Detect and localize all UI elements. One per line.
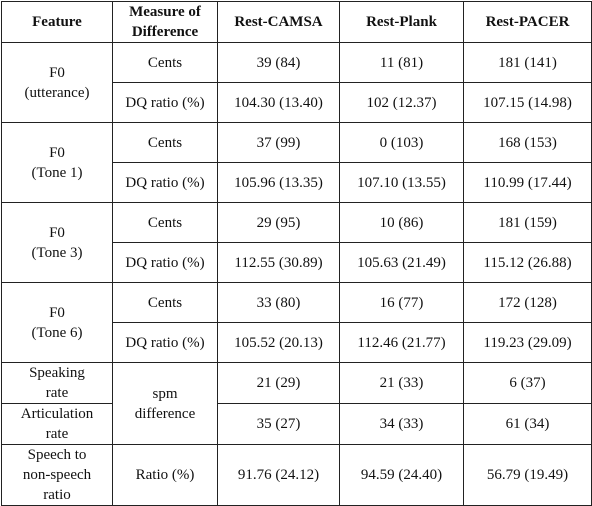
measure-cell: Cents	[112, 202, 218, 243]
measure-cell: DQ ratio (%)	[112, 322, 218, 363]
header-rest-pacer: Rest-PACER	[463, 1, 592, 43]
table-row: Articulation rate 35 (27) 34 (33) 61 (34…	[1, 403, 592, 445]
value-cell: 119.23 (29.09)	[463, 322, 592, 363]
header-row: Feature Measure of Difference Rest-CAMSA…	[1, 1, 592, 43]
value-cell: 112.46 (21.77)	[339, 322, 464, 363]
feature-speech-ratio: Speech to non-speech ratio	[1, 444, 113, 506]
measure-cell: Cents	[112, 42, 218, 83]
value-cell: 56.79 (19.49)	[463, 444, 592, 506]
value-cell: 6 (37)	[463, 362, 592, 404]
value-cell: 91.76 (24.12)	[217, 444, 340, 506]
header-feature: Feature	[1, 1, 113, 43]
value-cell: 94.59 (24.40)	[339, 444, 464, 506]
value-cell: 110.99 (17.44)	[463, 162, 592, 203]
value-cell: 105.52 (20.13)	[217, 322, 340, 363]
value-cell: 33 (80)	[217, 282, 340, 323]
header-rest-plank: Rest-Plank	[339, 1, 464, 43]
feature-f0-tone3: F0 (Tone 3)	[1, 202, 113, 283]
value-cell: 181 (141)	[463, 42, 592, 83]
value-cell: 61 (34)	[463, 403, 592, 445]
feature-articulation-rate: Articulation rate	[1, 403, 113, 445]
measure-cell: Cents	[112, 282, 218, 323]
feature-speaking-rate: Speaking rate	[1, 362, 113, 404]
value-cell: 172 (128)	[463, 282, 592, 323]
table-row: F0 (Tone 1) Cents 37 (99) 0 (103) 168 (1…	[1, 122, 592, 203]
value-cell: 107.10 (13.55)	[339, 162, 464, 203]
value-cell: 39 (84)	[217, 42, 340, 83]
value-cell: 105.63 (21.49)	[339, 242, 464, 283]
measure-cell: Cents	[112, 122, 218, 163]
value-cell: 10 (86)	[339, 202, 464, 243]
value-cell: 21 (29)	[217, 362, 340, 404]
value-cell: 21 (33)	[339, 362, 464, 404]
measure-cell: Ratio (%)	[112, 444, 218, 506]
header-measure: Measure of Difference	[112, 1, 218, 43]
measure-cell: DQ ratio (%)	[112, 162, 218, 203]
table-row: F0 (Tone 6) Cents 33 (80) 16 (77) 172 (1…	[1, 282, 592, 363]
table-row: DQ ratio (%) 105.52 (20.13) 112.46 (21.7…	[2, 322, 592, 363]
value-cell: 107.15 (14.98)	[463, 82, 592, 123]
table-row: DQ ratio (%) 112.55 (30.89) 105.63 (21.4…	[2, 242, 592, 283]
header-rest-camsa: Rest-CAMSA	[217, 1, 340, 43]
table-row: DQ ratio (%) 104.30 (13.40) 102 (12.37) …	[2, 82, 592, 123]
value-cell: 104.30 (13.40)	[217, 82, 340, 123]
value-cell: 102 (12.37)	[339, 82, 464, 123]
value-cell: 35 (27)	[217, 403, 340, 445]
value-cell: 181 (159)	[463, 202, 592, 243]
value-cell: 112.55 (30.89)	[217, 242, 340, 283]
value-cell: 115.12 (26.88)	[463, 242, 592, 283]
value-cell: 37 (99)	[217, 122, 340, 163]
measure-spm-difference: spm difference	[112, 362, 218, 445]
measure-cell: DQ ratio (%)	[112, 242, 218, 283]
value-cell: 29 (95)	[217, 202, 340, 243]
feature-f0-tone1: F0 (Tone 1)	[1, 122, 113, 203]
measure-cell: DQ ratio (%)	[112, 82, 218, 123]
value-cell: 11 (81)	[339, 42, 464, 83]
value-cell: 16 (77)	[339, 282, 464, 323]
table-row: F0 (utterance) Cents 39 (84) 11 (81) 181…	[1, 42, 592, 123]
value-cell: 34 (33)	[339, 403, 464, 445]
value-cell: 0 (103)	[339, 122, 464, 163]
table-row: Speaking rate spm difference 21 (29) 21 …	[1, 362, 592, 445]
value-cell: 168 (153)	[463, 122, 592, 163]
table-row: DQ ratio (%) 105.96 (13.35) 107.10 (13.5…	[2, 162, 592, 203]
feature-f0-utterance: F0 (utterance)	[1, 42, 113, 123]
value-cell: 105.96 (13.35)	[217, 162, 340, 203]
table-row: Speech to non-speech ratio Ratio (%) 91.…	[1, 444, 592, 506]
table-row: F0 (Tone 3) Cents 29 (95) 10 (86) 181 (1…	[1, 202, 592, 283]
feature-f0-tone6: F0 (Tone 6)	[1, 282, 113, 363]
